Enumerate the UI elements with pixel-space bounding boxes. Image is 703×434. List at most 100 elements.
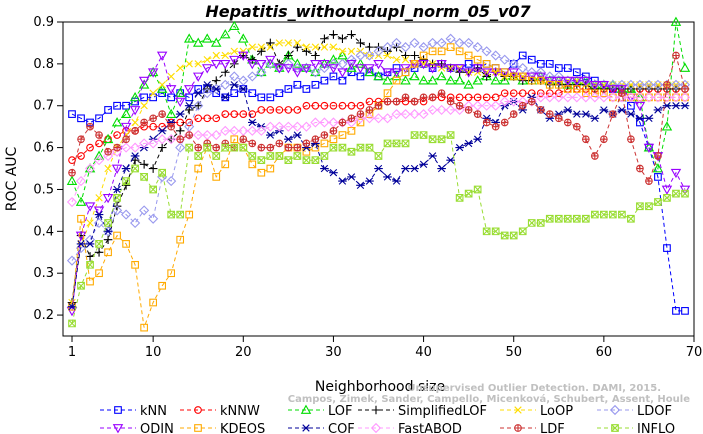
data-point: [248, 160, 257, 169]
data-point: [266, 38, 275, 48]
data-point: [167, 122, 176, 131]
data-point: [563, 64, 572, 72]
data-point: [311, 80, 320, 89]
data-point: [66, 196, 78, 208]
data-point: [248, 89, 257, 98]
data-point: [238, 33, 249, 43]
data-point: [490, 75, 501, 85]
data-point: [174, 87, 186, 98]
data-point: [654, 173, 662, 181]
data-point: [571, 76, 583, 87]
data-point: [266, 43, 275, 51]
data-point: [68, 110, 76, 118]
data-point: [572, 122, 581, 131]
data-point: [311, 43, 320, 51]
data-point: [607, 92, 618, 103]
data-point: [401, 68, 410, 77]
data-point: [643, 92, 655, 103]
data-point: [292, 62, 303, 74]
data-point: [256, 60, 267, 70]
legend-item: LDOF: [597, 404, 672, 419]
data-point: [167, 93, 176, 102]
data-point: [446, 64, 455, 72]
data-point: [663, 81, 671, 89]
data-point: [104, 148, 112, 156]
data-point: [518, 101, 527, 110]
data-point: [337, 58, 348, 69]
data-point: [194, 114, 203, 123]
data-point: [95, 240, 103, 248]
data-point: [681, 85, 689, 93]
data-point: [634, 92, 645, 103]
data-point: [545, 89, 554, 98]
data-point: [293, 106, 302, 114]
data-point: [238, 85, 248, 93]
data-point: [77, 214, 85, 223]
data-point: [499, 96, 510, 107]
data-point: [175, 110, 185, 118]
legend-label: kNN: [140, 404, 167, 419]
data-point: [491, 68, 500, 76]
data-point: [509, 72, 518, 81]
data-point: [400, 75, 411, 85]
data-point: [445, 75, 456, 85]
data-point: [401, 55, 410, 64]
data-point: [481, 68, 492, 78]
data-point: [293, 143, 302, 152]
data-point: [77, 281, 85, 290]
data-point: [122, 240, 130, 248]
data-point: [418, 42, 429, 53]
data-point: [536, 106, 545, 114]
data-point: [518, 51, 527, 60]
data-point: [652, 163, 664, 173]
data-point: [319, 60, 330, 70]
data-point: [661, 92, 673, 103]
data-point: [265, 55, 276, 66]
data-point: [509, 110, 518, 118]
data-point: [509, 60, 518, 68]
data-point: [436, 71, 447, 81]
data-point: [482, 227, 491, 236]
data-point: [166, 134, 177, 145]
data-point: [239, 47, 247, 55]
data-point: [410, 131, 419, 139]
data-point: [455, 193, 464, 202]
x-tick-label: 30: [325, 345, 342, 360]
data-point: [600, 135, 608, 143]
data-point: [670, 16, 682, 26]
data-point: [86, 277, 94, 286]
data-point: [464, 139, 473, 148]
data-point: [257, 168, 266, 177]
data-point: [571, 92, 582, 103]
data-point: [618, 89, 626, 97]
data-point: [392, 64, 401, 72]
plot-frame: [62, 21, 695, 337]
data-point: [627, 214, 635, 223]
data-point: [193, 101, 203, 111]
data-point: [365, 97, 374, 106]
data-point: [221, 51, 229, 60]
data-point: [77, 135, 85, 143]
data-point: [157, 127, 167, 135]
data-point: [256, 67, 267, 78]
data-point: [544, 92, 555, 103]
legend-label: ODIN: [140, 422, 174, 434]
data-point: [499, 54, 510, 65]
data-point: [490, 68, 501, 78]
chart-title: Hepatitis_withoutdupl_norm_05_v07: [205, 2, 531, 21]
data-point: [400, 42, 411, 53]
data-point: [654, 198, 662, 206]
data-point: [95, 139, 103, 148]
legend-item: COF: [288, 422, 355, 434]
data-point: [257, 47, 266, 56]
data-point: [149, 93, 157, 102]
data-point: [165, 85, 177, 95]
data-point: [490, 50, 501, 61]
data-point: [670, 92, 682, 103]
data-point: [346, 60, 357, 70]
data-point: [302, 85, 311, 93]
data-point: [84, 163, 96, 174]
data-point: [329, 127, 338, 135]
data-point: [373, 113, 384, 124]
data-point: [428, 152, 437, 160]
